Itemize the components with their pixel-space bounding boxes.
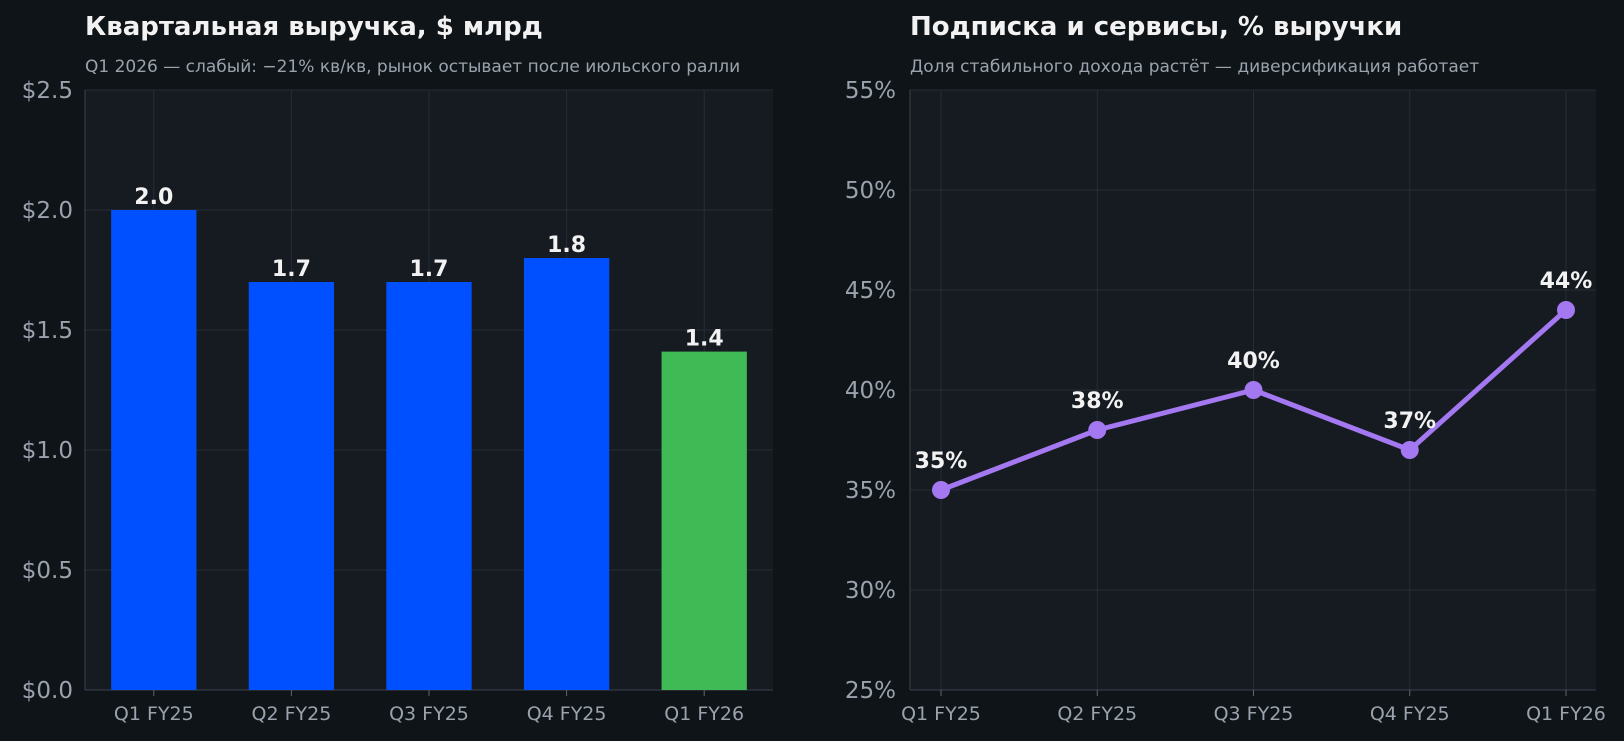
revenue-bar-value-label: 1.7 (272, 257, 311, 282)
subscription-data-point (1088, 421, 1107, 439)
subscription-grid (909, 89, 1596, 691)
revenue-bar-value-label: 1.7 (410, 257, 449, 282)
revenue-bar-value-label: 1.8 (547, 233, 586, 258)
subscription-y-tick-label: 45% (845, 278, 896, 304)
subscription-x-tick-label: Q4 FY25 (1370, 703, 1450, 725)
subscription-point-value-label: 38% (1071, 389, 1124, 414)
subscription-chart-subtitle: Доля стабильного дохода растёт — диверси… (910, 57, 1479, 77)
revenue-chart-subtitle: Q1 2026 — слабый: −21% кв/кв, рынок осты… (85, 57, 740, 77)
subscription-data-labels: 35% 38% 40% 37% 44% (915, 269, 1593, 474)
subscription-data-point (1244, 381, 1263, 399)
subscription-y-tick-label: 30% (845, 578, 896, 604)
revenue-y-tick-label: $2.0 (22, 198, 73, 224)
subscription-y-ticks: 25% 30% 35% 40% 45% 50% 55% (845, 78, 896, 704)
subscription-data-point (1557, 301, 1575, 319)
subscription-point-value-label: 40% (1227, 349, 1280, 374)
revenue-x-tick-label: Q3 FY25 (389, 703, 469, 725)
revenue-y-tick-label: $2.5 (22, 78, 73, 104)
revenue-x-tick-label: Q1 FY25 (114, 703, 194, 725)
revenue-chart-title: Квартальная выручка, $ млрд (85, 12, 543, 42)
subscription-data-point (932, 481, 950, 499)
subscription-x-tick-label: Q1 FY25 (901, 703, 981, 725)
subscription-y-tick-label: 40% (845, 378, 896, 404)
revenue-y-tick-label: $1.0 (22, 438, 73, 464)
subscription-y-tick-label: 35% (845, 478, 896, 504)
subscription-y-tick-label: 55% (845, 78, 896, 104)
subscription-y-tick-label: 50% (845, 178, 896, 204)
revenue-bar (523, 258, 610, 690)
revenue-bars (111, 210, 747, 690)
subscription-point-value-label: 44% (1540, 269, 1593, 294)
subscription-point-value-label: 35% (915, 449, 968, 474)
revenue-data-labels: 2.0 1.7 1.7 1.8 1.4 (134, 185, 723, 352)
revenue-bar (661, 351, 747, 690)
revenue-bar-value-label: 1.4 (685, 327, 724, 352)
revenue-chart: 2.0 1.7 1.7 1.8 1.4 $0.0 $0.5 $1.0 $1.5 $2.0 $2.5… (22, 12, 773, 725)
revenue-bar (386, 282, 472, 690)
subscription-x-tick-label: Q2 FY25 (1057, 703, 1137, 725)
revenue-bar (248, 282, 335, 690)
subscription-chart: 35% 38% 40% 37% 44% 25% 30% 35% 40% 45% 50% 55% Q1… (845, 12, 1606, 725)
revenue-y-ticks: $0.0 $0.5 $1.0 $1.5 $2.0 $2.5 (22, 78, 73, 704)
revenue-y-tick-label: $1.5 (22, 318, 73, 344)
revenue-bar (111, 210, 197, 690)
revenue-y-tick-label: $0.5 (22, 558, 73, 584)
revenue-x-ticks: Q1 FY25 Q2 FY25 Q3 FY25 Q4 FY25 Q1 FY26 (114, 690, 744, 725)
revenue-x-tick-label: Q4 FY25 (527, 703, 607, 725)
subscription-chart-title: Подписка и сервисы, % выручки (910, 12, 1402, 42)
subscription-points (932, 301, 1575, 499)
revenue-bar-value-label: 2.0 (134, 185, 173, 210)
subscription-x-ticks: Q1 FY25 Q2 FY25 Q3 FY25 Q4 FY25 Q1 FY26 (901, 690, 1606, 725)
revenue-x-tick-label: Q1 FY26 (664, 703, 744, 725)
subscription-x-tick-label: Q3 FY25 (1214, 703, 1294, 725)
revenue-x-tick-label: Q2 FY25 (252, 703, 332, 725)
subscription-y-tick-label: 25% (845, 678, 896, 704)
subscription-data-point (1400, 441, 1419, 459)
subscription-point-value-label: 37% (1383, 409, 1436, 434)
revenue-y-tick-label: $0.0 (22, 678, 73, 704)
subscription-x-tick-label: Q1 FY26 (1526, 703, 1606, 725)
